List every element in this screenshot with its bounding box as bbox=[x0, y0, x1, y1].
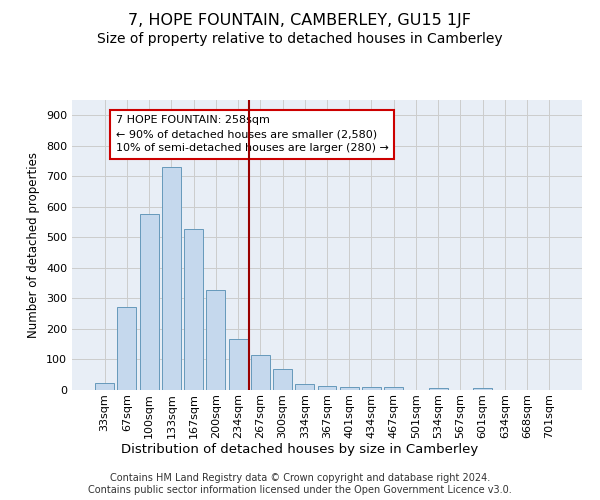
Y-axis label: Number of detached properties: Number of detached properties bbox=[28, 152, 40, 338]
Text: Contains HM Land Registry data © Crown copyright and database right 2024.
Contai: Contains HM Land Registry data © Crown c… bbox=[88, 474, 512, 495]
Text: 7, HOPE FOUNTAIN, CAMBERLEY, GU15 1JF: 7, HOPE FOUNTAIN, CAMBERLEY, GU15 1JF bbox=[128, 12, 472, 28]
Bar bbox=[162, 167, 181, 390]
Bar bbox=[340, 386, 359, 390]
Bar bbox=[317, 386, 337, 390]
Bar bbox=[229, 338, 248, 390]
Bar bbox=[140, 214, 158, 390]
Bar bbox=[118, 307, 136, 390]
Bar bbox=[184, 229, 203, 390]
Bar bbox=[251, 355, 270, 390]
Bar bbox=[273, 369, 292, 390]
Bar bbox=[206, 290, 225, 390]
Bar bbox=[384, 388, 403, 390]
Bar bbox=[362, 388, 381, 390]
Bar bbox=[473, 388, 492, 390]
Text: Size of property relative to detached houses in Camberley: Size of property relative to detached ho… bbox=[97, 32, 503, 46]
Text: Distribution of detached houses by size in Camberley: Distribution of detached houses by size … bbox=[121, 442, 479, 456]
Text: 7 HOPE FOUNTAIN: 258sqm
← 90% of detached houses are smaller (2,580)
10% of semi: 7 HOPE FOUNTAIN: 258sqm ← 90% of detache… bbox=[116, 116, 389, 154]
Bar bbox=[295, 384, 314, 390]
Bar bbox=[429, 388, 448, 390]
Bar bbox=[95, 384, 114, 390]
